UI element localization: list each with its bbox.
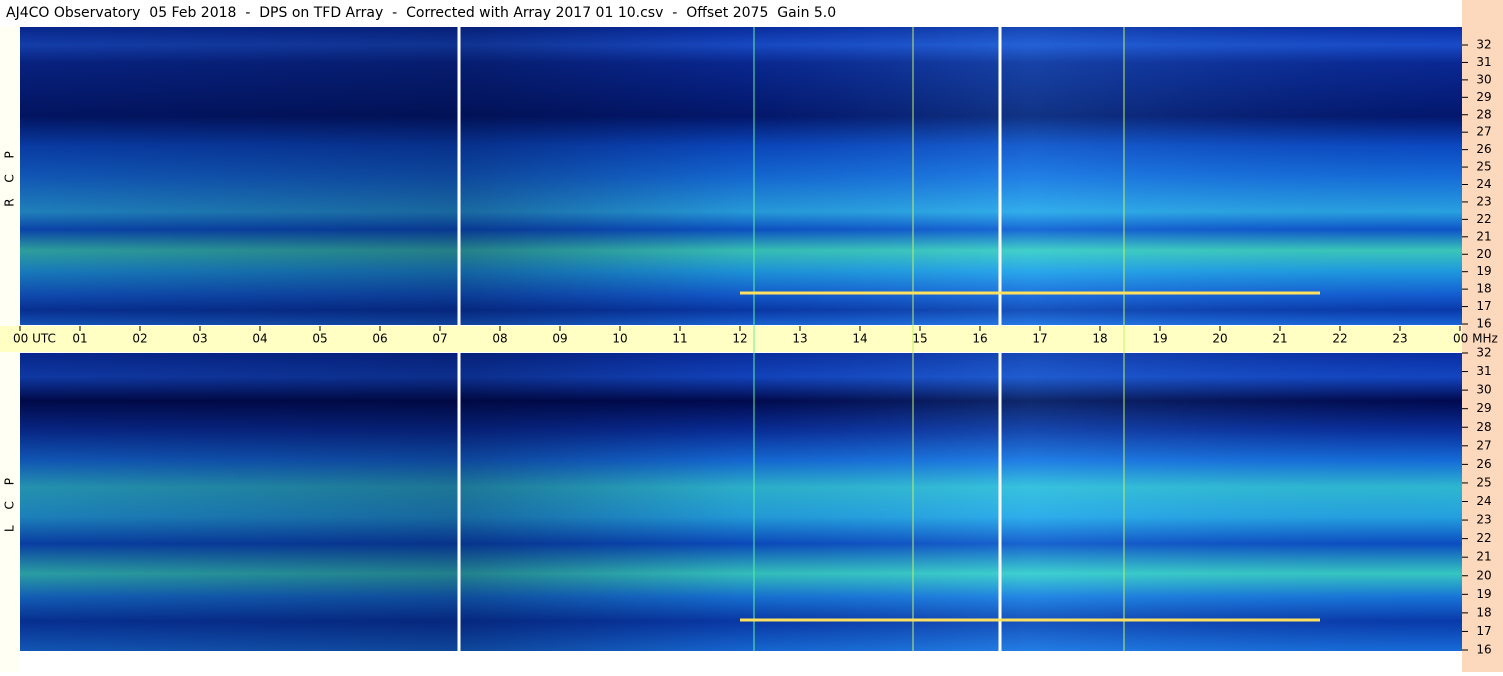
time-label: 08 (492, 332, 507, 346)
freq-label: 25 (1476, 475, 1491, 489)
freq-label: 22 (1476, 531, 1491, 545)
freq-label: 24 (1476, 494, 1491, 508)
freq-label: 16 (1476, 317, 1491, 331)
freq-label: 25 (1476, 160, 1491, 174)
time-label: 00 UTC (13, 332, 56, 346)
time-label: 00 MHz (1453, 332, 1498, 346)
time-label: 09 (552, 332, 567, 346)
freq-label: 23 (1476, 194, 1491, 208)
time-label: 20 (1212, 332, 1227, 346)
freq-label: 21 (1476, 550, 1491, 564)
time-label: 07 (432, 332, 447, 346)
freq-label: 21 (1476, 229, 1491, 243)
freq-label: 16 (1476, 643, 1491, 657)
polarization-label: L C P (3, 472, 17, 532)
freq-label: 32 (1476, 38, 1491, 52)
freq-label: 17 (1476, 299, 1491, 313)
rcp-shade (20, 27, 1462, 325)
time-label: 21 (1272, 332, 1287, 346)
title-bar (0, 0, 1503, 26)
freq-label: 31 (1476, 55, 1491, 69)
freq-label: 19 (1476, 264, 1491, 278)
interference-lines (740, 27, 1320, 651)
freq-label: 18 (1476, 605, 1491, 619)
time-label: 23 (1392, 332, 1407, 346)
freq-label: 28 (1476, 420, 1491, 434)
time-label: 16 (972, 332, 987, 346)
title: AJ4CO Observatory 05 Feb 2018 - DPS on T… (6, 5, 836, 21)
time-label: 15 (912, 332, 927, 346)
time-label: 17 (1032, 332, 1047, 346)
time-label: 13 (792, 332, 807, 346)
time-label: 03 (192, 332, 207, 346)
time-label: 05 (312, 332, 327, 346)
freq-label: 20 (1476, 247, 1491, 261)
time-label: 19 (1152, 332, 1167, 346)
freq-label: 17 (1476, 624, 1491, 638)
freq-label: 30 (1476, 383, 1491, 397)
freq-label: 18 (1476, 282, 1491, 296)
time-label: 11 (672, 332, 687, 346)
freq-label: 22 (1476, 212, 1491, 226)
freq-label: 29 (1476, 401, 1491, 415)
freq-label: 27 (1476, 125, 1491, 139)
polarization-label: R C P (3, 145, 17, 207)
time-label: 01 (72, 332, 87, 346)
freq-label: 31 (1476, 364, 1491, 378)
time-label: 12 (732, 332, 747, 346)
time-label: 18 (1092, 332, 1107, 346)
time-label: 06 (372, 332, 387, 346)
time-label: 10 (612, 332, 627, 346)
time-label: 14 (852, 332, 867, 346)
freq-label: 20 (1476, 568, 1491, 582)
freq-label: 32 (1476, 346, 1491, 360)
time-label: 02 (132, 332, 147, 346)
freq-label: 26 (1476, 457, 1491, 471)
time-label: 22 (1332, 332, 1347, 346)
freq-label: 26 (1476, 142, 1491, 156)
time-label: 04 (252, 332, 267, 346)
lcp-shade (20, 353, 1462, 651)
freq-label: 19 (1476, 587, 1491, 601)
freq-label: 29 (1476, 90, 1491, 104)
freq-label: 27 (1476, 438, 1491, 452)
freq-strip (1462, 0, 1503, 672)
time-bar (0, 326, 1462, 352)
freq-label: 30 (1476, 72, 1491, 86)
freq-label: 23 (1476, 513, 1491, 527)
freq-label: 28 (1476, 107, 1491, 121)
freq-label: 24 (1476, 177, 1491, 191)
markers (457, 27, 1002, 651)
